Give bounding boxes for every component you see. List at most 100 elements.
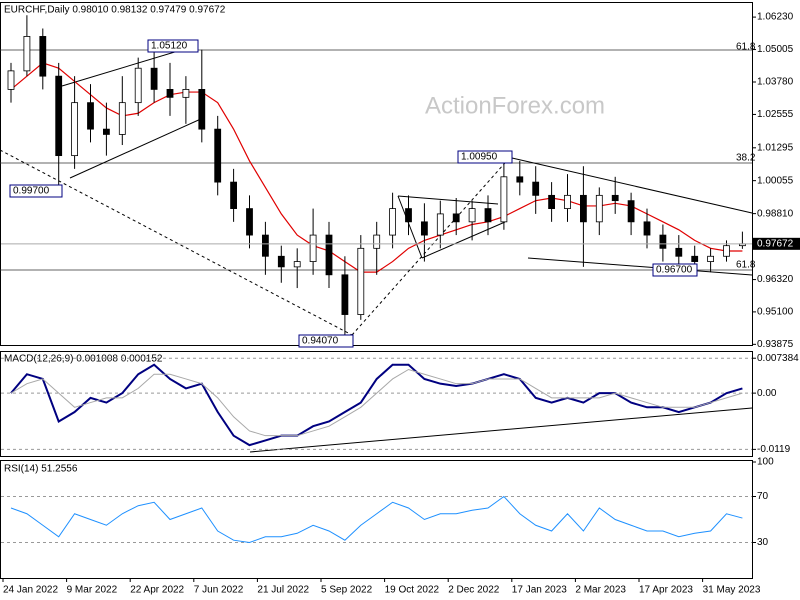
macd-title: MACD(12,26,9) 0.001008 0.000152 xyxy=(4,354,163,365)
annotation: 61.8 xyxy=(736,42,756,53)
last-price-label: 0.97672 xyxy=(757,238,794,249)
series-line xyxy=(10,368,743,437)
y-tick-label: 0.96320 xyxy=(757,274,794,285)
candle-body xyxy=(277,255,285,268)
y-tick-label: 0.00 xyxy=(757,388,777,399)
candle-body xyxy=(484,208,492,223)
x-tick-label: 9 Mar 2022 xyxy=(67,585,118,596)
candle-body xyxy=(564,194,571,209)
candle-body xyxy=(436,213,444,236)
candle-body xyxy=(595,194,603,223)
candle-body xyxy=(691,255,699,262)
x-tick-label: 7 Jun 2022 xyxy=(194,585,244,596)
x-tick-label: 21 Jul 2022 xyxy=(257,585,309,596)
price-title: EURCHF,Daily 0.98010 0.98132 0.97479 0.9… xyxy=(4,5,226,16)
trend-line xyxy=(527,257,753,276)
y-tick-label: 1.00055 xyxy=(757,175,794,186)
annotation: 0.94070 xyxy=(302,336,339,347)
candle-body xyxy=(500,176,508,223)
candle-body xyxy=(420,221,428,236)
rsi-panel xyxy=(0,460,753,579)
x-tick-label: 19 Oct 2022 xyxy=(385,585,440,596)
candle-body xyxy=(150,67,158,90)
trend-line xyxy=(351,154,513,336)
y-tick-label: 1.06230 xyxy=(757,12,794,23)
y-tick-label: 0.007384 xyxy=(757,353,799,364)
series-line xyxy=(10,495,743,544)
trend-line xyxy=(249,407,753,453)
x-tick-label: 22 Apr 2022 xyxy=(130,585,184,596)
candle-body xyxy=(103,128,110,135)
x-tick-label: 31 May 2023 xyxy=(703,585,761,596)
y-tick-label: 1.03780 xyxy=(757,77,794,88)
candle-body xyxy=(166,89,174,98)
trend-line xyxy=(511,157,753,214)
candle-body xyxy=(659,234,667,249)
candle-body xyxy=(611,194,619,202)
rsi-title: RSI(14) 51.2556 xyxy=(4,464,78,475)
candle-body xyxy=(261,234,269,257)
price-panel xyxy=(0,2,753,346)
trend-line xyxy=(69,117,204,179)
y-tick-label: -0.0119 xyxy=(757,444,791,455)
x-tick-label: 2 Dec 2022 xyxy=(448,585,500,596)
annotation: 1.05120 xyxy=(151,41,188,52)
drawings xyxy=(0,44,753,453)
y-tick-label: 1.01295 xyxy=(757,142,794,153)
y-tick-label: 0.93875 xyxy=(757,339,794,350)
y-tick-label: 100 xyxy=(757,457,774,468)
x-tick-label: 24 Jan 2022 xyxy=(3,585,58,596)
candle-body xyxy=(675,247,683,257)
candle-body xyxy=(707,255,714,262)
y-tick-label: 1.02555 xyxy=(757,109,794,120)
y-tick-label: 70 xyxy=(757,491,769,502)
annotation-box xyxy=(298,334,354,348)
candle-body xyxy=(230,181,238,209)
candle-body xyxy=(214,128,222,183)
y-tick-label: 0.98810 xyxy=(757,208,794,219)
y-tick-label: 30 xyxy=(757,537,769,548)
annotation-box xyxy=(652,263,698,277)
candle-body xyxy=(357,247,365,315)
x-tick-label: 17 Jan 2023 xyxy=(512,585,567,596)
candle-body xyxy=(373,234,381,249)
candle-body xyxy=(7,70,15,90)
candle-body xyxy=(532,181,540,196)
annotation-box xyxy=(457,150,513,164)
candle-body xyxy=(39,36,47,77)
trend-line xyxy=(421,221,506,259)
x-tick-label: 2 Mar 2023 xyxy=(575,585,626,596)
candle-body xyxy=(309,234,317,262)
annotation-box xyxy=(9,184,63,198)
annotation: 0.96700 xyxy=(656,265,693,276)
candle-body xyxy=(723,245,730,257)
annotation: 0.99700 xyxy=(13,186,50,197)
candle-body xyxy=(118,102,126,135)
x-tick-label: 5 Sep 2022 xyxy=(321,585,373,596)
candle-body xyxy=(293,261,301,268)
candle-body xyxy=(325,234,333,276)
candle-body xyxy=(341,274,349,315)
candle-body xyxy=(389,208,397,236)
y-tick-label: 1.05005 xyxy=(757,44,794,55)
candle-body xyxy=(23,36,31,72)
x-tick-label: 17 Apr 2023 xyxy=(639,585,693,596)
candle-body xyxy=(548,194,555,209)
candle-body xyxy=(627,200,635,223)
watermark: ActionForex.com xyxy=(425,92,605,119)
candle-body xyxy=(182,89,190,98)
candle-body xyxy=(452,213,460,223)
candle-body xyxy=(246,208,253,236)
candle-body xyxy=(468,208,476,223)
candle-body xyxy=(643,221,651,236)
annotation-box xyxy=(147,39,199,53)
last-price-box xyxy=(752,237,800,250)
candle-body xyxy=(405,208,412,223)
series-line xyxy=(10,363,743,447)
candle-body xyxy=(198,89,206,130)
candle-body xyxy=(55,75,63,157)
candle-body xyxy=(516,176,524,183)
annotation: 61.8 xyxy=(736,260,756,271)
